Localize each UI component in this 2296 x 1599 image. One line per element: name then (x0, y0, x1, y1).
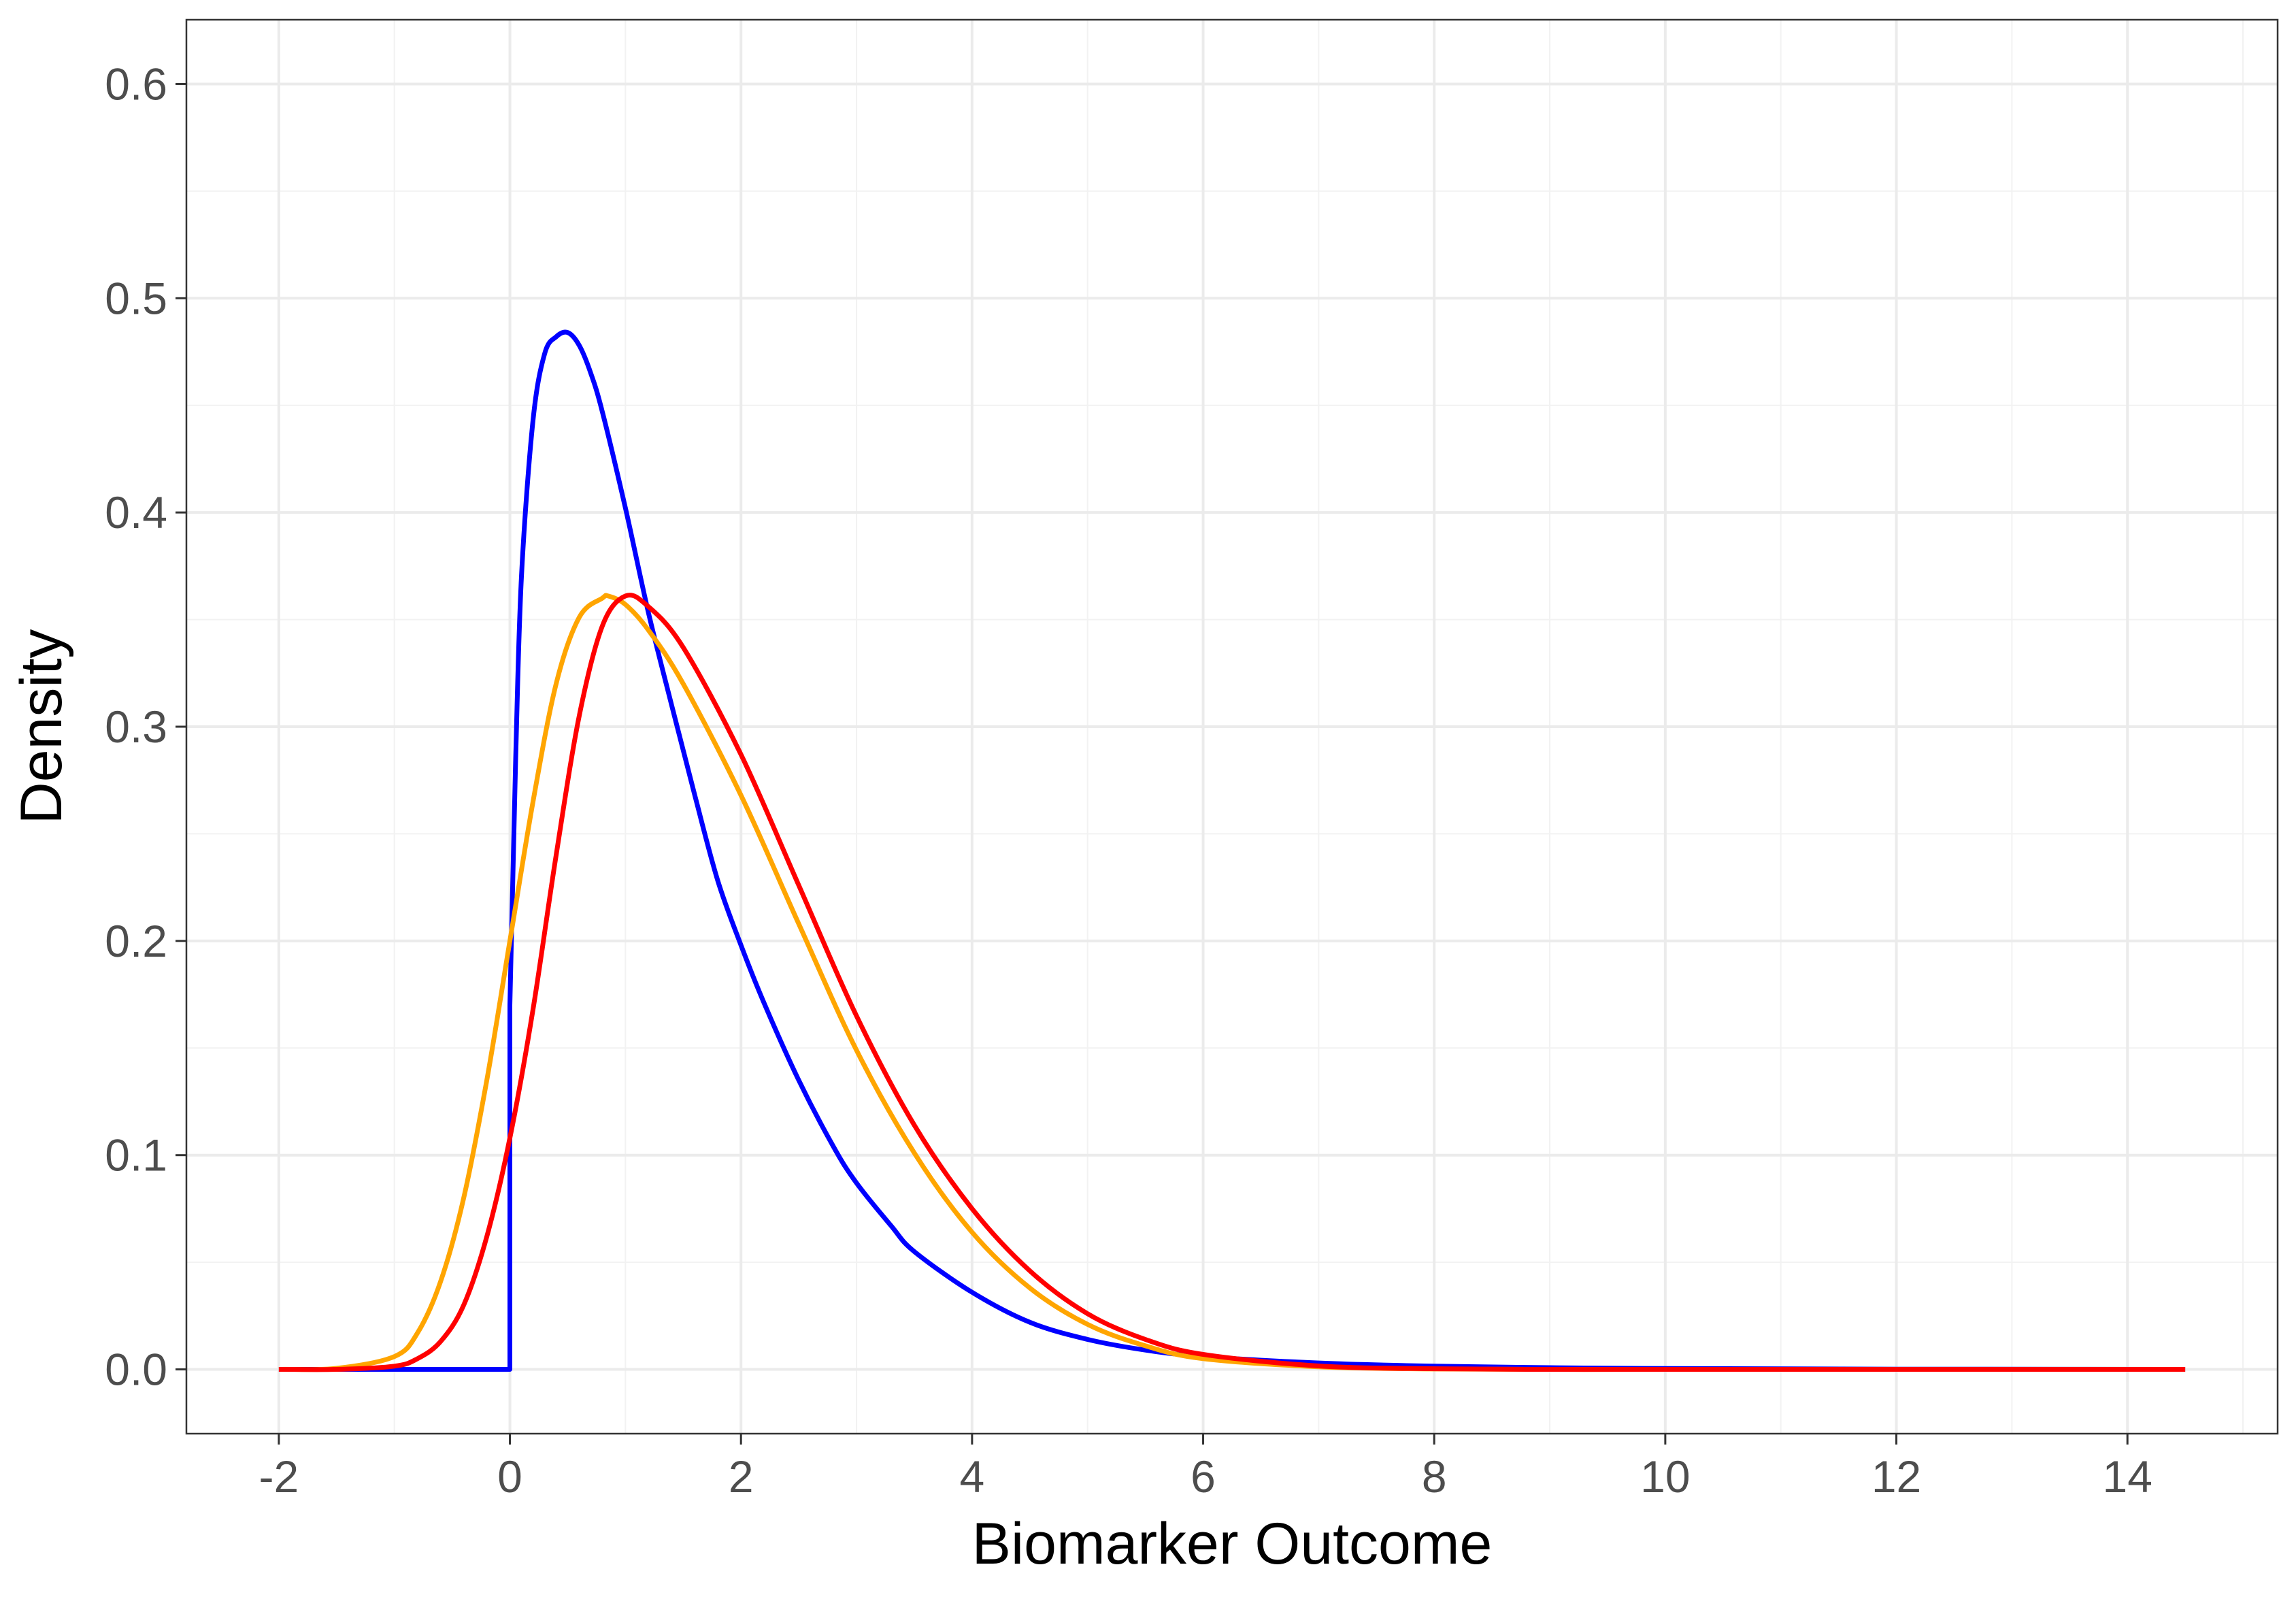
major-gridlines (186, 20, 2278, 1434)
y-tick-label: 0.6 (105, 59, 167, 109)
x-tick-label: 6 (1191, 1451, 1216, 1502)
x-tick-label: 2 (729, 1451, 754, 1502)
y-tick-label: 0.0 (105, 1345, 167, 1395)
y-axis-title: Density (9, 629, 74, 825)
x-tick-label: 4 (960, 1451, 985, 1502)
x-axis-title: Biomarker Outcome (972, 1511, 1493, 1577)
y-tick-label: 0.1 (105, 1130, 167, 1181)
x-tick-label: 14 (2103, 1451, 2152, 1502)
x-tick-label: 0 (497, 1451, 522, 1502)
y-tick-label: 0.2 (105, 916, 167, 966)
series-line-1 (278, 329, 2186, 1372)
x-tick-label: 10 (1640, 1451, 1690, 1502)
y-tick-label: 0.3 (105, 702, 167, 752)
x-tick-label: 12 (1871, 1451, 1921, 1502)
y-axis: 0.0 0.1 0.2 0.3 0.4 0.5 0.6 (105, 59, 186, 1395)
series-line-3 (278, 593, 2186, 1372)
y-tick-label: 0.4 (105, 487, 167, 538)
x-axis: -2 0 2 4 6 8 10 12 14 (259, 1434, 2152, 1502)
x-tick-label: 8 (1422, 1451, 1447, 1502)
y-tick-label: 0.5 (105, 273, 167, 323)
x-tick-label: -2 (259, 1451, 299, 1502)
series-layer (278, 329, 2186, 1372)
